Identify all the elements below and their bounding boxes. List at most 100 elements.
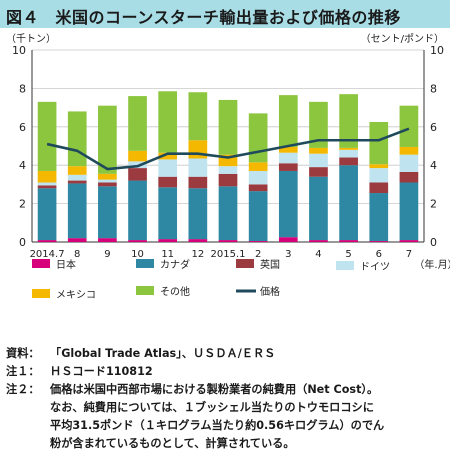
bar-segment [369,241,389,242]
bar-segment [339,165,358,241]
note2-line1: 価格は米国中西部市場における製粉業者の純費用（Net Cost）。 [50,383,379,396]
bar-segment [339,147,358,150]
stacked-bar-line-chart: （千トン） （セント/ポンド） 2014.7 8 9 10 11 12 2015.1 2 3 4 5… [6,33,450,301]
bar-segment [369,168,389,183]
bar-segment [278,237,298,242]
note2-line4: 粉が含まれているものとして、計算されている。 [50,437,295,450]
bar-segment [98,173,117,180]
bar-segment [309,153,328,168]
bar-segment [188,176,208,189]
bar-segment [369,182,389,194]
note2-label: 注２： [6,383,40,396]
x-tick-label: 4 [315,249,321,260]
bar-segment [158,176,178,188]
y-left-tick-label: 0 [19,236,26,249]
y-right-tick-label: 2 [430,198,437,211]
x-tick-label: 2 [255,249,261,260]
right-axis-unit-label: （セント/ポンド） [361,33,444,45]
y-right-tick-label: 6 [430,121,437,134]
bar-segment [248,184,268,192]
bar-segment [248,162,268,171]
legend-swatch [136,259,154,268]
x-tick-label: 8 [74,249,80,260]
y-left-tick-label: 4 [19,159,26,172]
x-axis-unit-label: （年.月） [414,258,450,271]
bar-segment [399,154,419,172]
bar-segment [309,101,328,148]
legend-label: メキシコ [56,290,96,301]
legend-label: その他 [160,285,190,298]
bar-segment [218,154,238,167]
bar-segment [67,183,87,239]
legend-swatch [336,261,354,270]
bar-segment [188,188,208,240]
legend-swatch [236,259,254,268]
legend-swatch [136,286,154,295]
legend-label: カナダ [160,258,190,271]
bar-segment [218,186,238,241]
x-tick-label: 2015.1 [211,249,246,260]
bar-segment [37,240,57,242]
x-tick-label: 6 [376,249,382,260]
bar-segment [339,94,358,148]
bar-segment [158,152,178,160]
note1-row: 注１： ＨＳコード110812 [6,363,446,381]
bar-segment [37,188,57,241]
source-row: 資料： 「Global Trade Atlas」、ＵＳＤＡ/ＥＲＳ [6,345,446,363]
bar-segment [67,111,87,167]
y-left-tick-label: 10 [12,44,26,57]
bar-segment [98,186,117,239]
x-tick-label: 2014.7 [30,249,65,260]
bar-segment [369,164,389,169]
bar-segment [188,92,208,141]
axes [31,50,425,242]
bar-segment [37,170,57,183]
legend-label: ドイツ [360,262,390,273]
bar-segment [248,191,268,242]
price-line [46,127,410,171]
bar-segment [369,193,389,242]
bar-segment [67,180,87,184]
bar-segment [278,163,298,171]
bar-segment [218,173,238,187]
bar-segment [128,150,147,162]
price-series-line [46,127,410,171]
bar-segment [158,239,178,242]
legend-label: 英国 [260,258,280,271]
bar-segment [158,187,178,240]
bar-stacks [37,91,419,242]
legend-swatch [32,289,50,298]
left-axis-unit-label: （千トン） [6,33,56,45]
x-tick-label: 3 [285,249,291,260]
bar-segment [248,113,268,163]
bar-segment [248,241,268,242]
x-tick-label: 5 [345,249,351,260]
bar-segment [399,105,419,147]
bar-segment [98,238,117,242]
bar-segment [128,240,147,242]
bar-segment [369,122,389,165]
bar-segment [309,167,328,177]
note1-text: ＨＳコード110812 [50,365,153,378]
bar-segment [278,170,298,238]
y-left-tick-label: 2 [19,198,26,211]
y-left-tick-label: 8 [19,82,26,95]
y-right-tick-label: 10 [430,44,444,57]
bar-segment [67,238,87,242]
y-tick-labels: 0 0 2 2 4 4 6 6 8 8 10 10 [12,44,444,249]
note2-row: 注２： 価格は米国中西部市場における製粉業者の純費用（Net Cost）。 [6,381,446,399]
bar-segment [339,149,358,158]
bar-segment [218,166,238,174]
note1-label: 注１： [6,365,40,378]
bar-segment [128,168,147,181]
x-tick-label: 11 [161,249,174,260]
bar-segment [128,96,147,151]
y-left-tick-label: 6 [19,121,26,134]
bar-segment [67,166,87,175]
bar-segment [128,161,147,169]
bar-segment [128,180,147,241]
bar-segment [339,240,358,242]
bar-segment [158,159,178,177]
x-tick-labels: 2014.7 8 9 10 11 12 2015.1 2 3 4 5 6 7 [30,249,413,260]
